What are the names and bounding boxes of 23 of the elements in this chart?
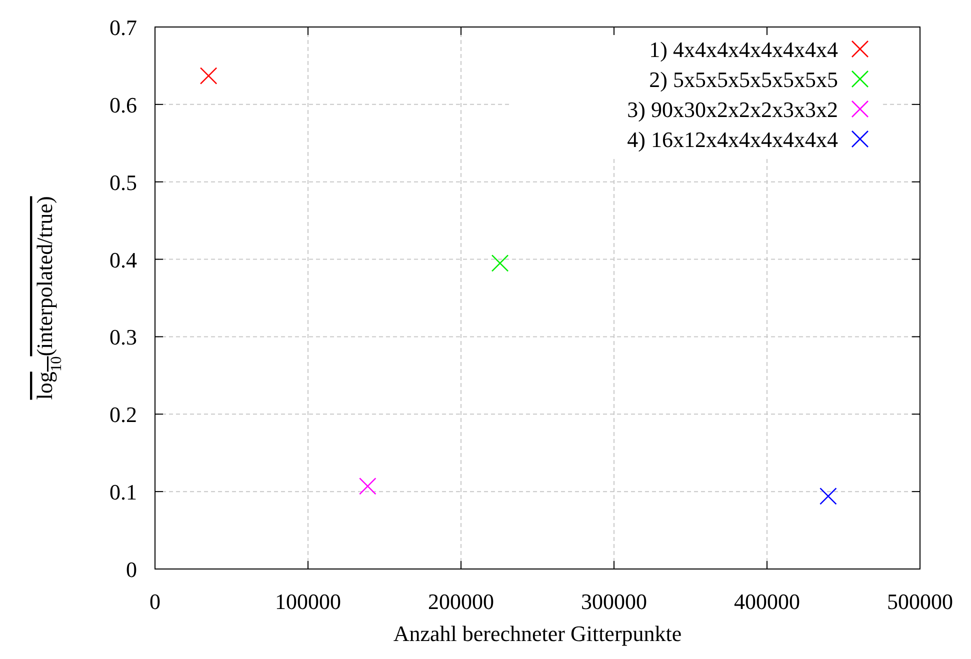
x-axis-title: Anzahl berechneter Gitterpunkte — [393, 621, 682, 646]
x-tick-label: 500000 — [887, 589, 953, 614]
legend-label: 3) 90x30x2x2x2x3x3x2 — [627, 97, 838, 122]
legend-label: 4) 16x12x4x4x4x4x4x4 — [627, 127, 838, 152]
y-tick-label: 0.4 — [110, 247, 137, 272]
point — [359, 478, 376, 495]
y-tick-label: 0.5 — [110, 170, 137, 195]
y-tick-label: 0.1 — [110, 480, 137, 505]
y-tick-label: 0 — [126, 557, 137, 582]
x-tick-label: 0 — [150, 589, 160, 614]
x-tick-label: 200000 — [428, 589, 494, 614]
point — [820, 488, 837, 505]
x-tick-label: 300000 — [581, 589, 647, 614]
y-tick-label: 0.3 — [110, 324, 137, 350]
y-tick-label: 0.2 — [110, 402, 137, 428]
point — [200, 67, 218, 84]
x-tick-label: 400000 — [734, 589, 800, 614]
y-tick-label: 0.6 — [110, 92, 137, 118]
point — [491, 254, 509, 272]
x-tick-label: 100000 — [275, 589, 341, 614]
legend-label: 2) 5x5x5x5x5x5x5x5 — [649, 67, 838, 92]
y-tick-label: 0.7 — [110, 15, 137, 40]
legend-label: 1) 4x4x4x4x4x4x4x4 — [649, 37, 838, 62]
